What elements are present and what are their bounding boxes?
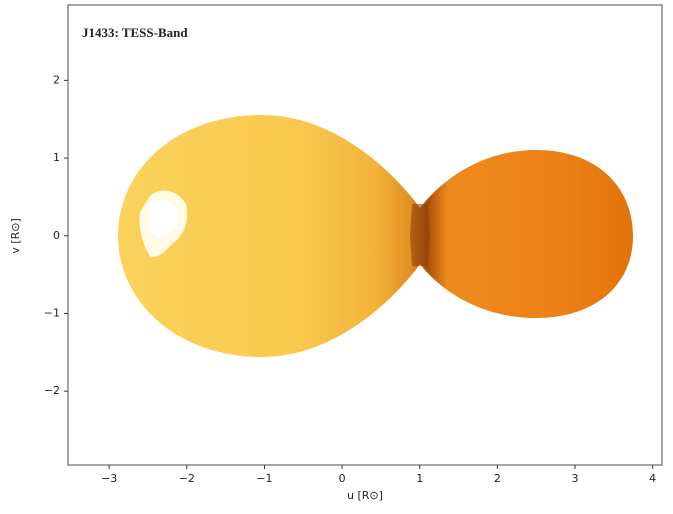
x-tick-label: 2 bbox=[494, 472, 501, 485]
y-tick-label: −2 bbox=[44, 384, 60, 397]
x-tick-label: 3 bbox=[572, 472, 579, 485]
neck-shading bbox=[410, 204, 430, 266]
y-axis-label: v [R⊙] bbox=[9, 218, 22, 253]
x-tick-label: 4 bbox=[649, 472, 656, 485]
x-tick-label: −1 bbox=[256, 472, 272, 485]
y-tick-label: 2 bbox=[53, 73, 60, 86]
x-tick-label: 1 bbox=[416, 472, 423, 485]
chart-title: J1433: TESS-Band bbox=[82, 25, 188, 40]
x-tick-label: 0 bbox=[339, 472, 346, 485]
x-tick-label: −2 bbox=[179, 472, 195, 485]
chart: J1433: TESS-Band u [R⊙] v [R⊙] −3 −2 −1 0 1 2… bbox=[0, 0, 673, 510]
x-axis-label: u [R⊙] bbox=[347, 489, 383, 502]
y-tick-label: 1 bbox=[53, 151, 60, 164]
x-tick-label: −3 bbox=[101, 472, 117, 485]
star-surface bbox=[118, 115, 633, 357]
y-tick-label: 0 bbox=[53, 229, 60, 242]
y-tick-label: −1 bbox=[44, 306, 60, 319]
